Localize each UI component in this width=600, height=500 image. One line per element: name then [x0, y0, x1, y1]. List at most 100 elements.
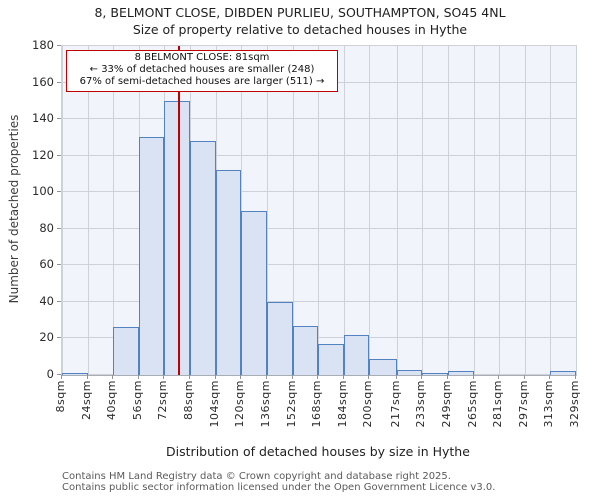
x-tick-label: 233sqm	[414, 380, 428, 428]
chart-title-address: 8, BELMONT CLOSE, DIBDEN PURLIEU, SOUTHA…	[94, 5, 506, 20]
gridline-vertical	[447, 46, 449, 375]
footer-hm-land-registry: Contains HM Land Registry data © Crown c…	[62, 471, 451, 482]
x-tick-label: 8sqm	[54, 380, 67, 413]
gridline-horizontal	[62, 191, 576, 193]
histogram-bar	[550, 371, 576, 375]
gridline-vertical	[369, 46, 371, 375]
y-tick-mark	[57, 154, 61, 156]
x-tick-mark	[137, 375, 139, 379]
histogram-bar	[369, 358, 397, 375]
y-tick-label: 20	[39, 330, 54, 345]
y-tick-label: 140	[32, 111, 54, 126]
annotation-smaller-stat: ← 33% of detached houses are smaller (24…	[89, 64, 315, 76]
y-tick-label: 100	[32, 184, 54, 199]
x-tick-mark	[523, 375, 525, 379]
gridline-horizontal	[62, 154, 576, 156]
x-tick-mark	[368, 375, 370, 379]
gridline-vertical	[87, 46, 89, 375]
histogram-bar	[343, 334, 370, 375]
y-tick-mark	[57, 300, 61, 302]
x-tick-mark	[575, 375, 576, 379]
gridline-vertical	[576, 46, 577, 375]
y-tick-mark	[57, 337, 61, 339]
x-tick-label: 72sqm	[156, 380, 170, 420]
x-tick-label: 249sqm	[439, 380, 453, 428]
gridline-horizontal	[62, 300, 576, 302]
histogram-bar	[113, 327, 139, 375]
x-tick-label: 184sqm	[335, 380, 349, 428]
y-axis-title: Number of detached properties	[7, 114, 21, 304]
gridline-vertical	[473, 46, 475, 375]
gridline-vertical	[343, 46, 345, 375]
x-tick-label: 88sqm	[182, 380, 196, 420]
histogram-bar	[164, 100, 191, 375]
gridline-horizontal	[62, 264, 576, 266]
x-tick-mark	[342, 375, 344, 379]
x-tick-label: 152sqm	[284, 380, 298, 428]
gridline-vertical	[292, 46, 294, 375]
x-tick-label: 24sqm	[79, 380, 93, 420]
x-tick-mark	[421, 375, 423, 379]
x-tick-mark	[498, 375, 500, 379]
y-tick-mark	[57, 227, 61, 229]
gridline-vertical	[422, 46, 424, 375]
x-tick-label: 313sqm	[542, 380, 556, 428]
x-tick-mark	[317, 375, 319, 379]
gridline-horizontal	[62, 45, 576, 46]
x-tick-label: 297sqm	[516, 380, 530, 428]
y-tick-mark	[57, 81, 61, 83]
gridline-vertical	[550, 46, 552, 375]
gridline-vertical	[113, 46, 115, 375]
gridline-vertical	[62, 46, 63, 375]
x-tick-mark	[163, 375, 165, 379]
gridline-horizontal	[62, 118, 576, 120]
chart-subtitle: Size of property relative to detached ho…	[132, 22, 468, 37]
y-tick-label: 120	[32, 147, 54, 162]
y-tick-label: 180	[32, 38, 54, 52]
property-annotation-box: 8 BELMONT CLOSE: 81sqm ← 33% of detached…	[66, 50, 338, 92]
x-tick-mark	[265, 375, 267, 379]
x-tick-mark	[86, 375, 88, 379]
y-tick-mark	[57, 264, 61, 266]
x-tick-mark	[472, 375, 474, 379]
y-tick-mark	[57, 45, 61, 46]
histogram-bar	[190, 141, 216, 375]
x-tick-label: 136sqm	[258, 380, 272, 428]
gridline-horizontal	[62, 227, 576, 229]
x-tick-label: 168sqm	[310, 380, 324, 428]
histogram-bar	[215, 170, 242, 375]
gridline-vertical	[499, 46, 501, 375]
histogram-bar	[422, 373, 448, 375]
x-tick-mark	[395, 375, 397, 379]
histogram-bar	[266, 301, 293, 375]
histogram-bar	[241, 210, 267, 375]
x-tick-label: 329sqm	[568, 380, 581, 428]
histogram-bar	[396, 369, 423, 375]
x-tick-mark	[549, 375, 551, 379]
y-tick-label: 160	[32, 74, 54, 89]
x-tick-mark	[240, 375, 242, 379]
footer-open-government-licence: Contains public sector information licen…	[62, 482, 496, 493]
x-tick-mark	[446, 375, 448, 379]
x-tick-mark	[214, 375, 216, 379]
x-tick-label: 265sqm	[465, 380, 479, 428]
x-tick-label: 56sqm	[130, 380, 144, 420]
plot-area	[61, 45, 577, 376]
x-tick-mark	[112, 375, 114, 379]
histogram-bar	[62, 373, 88, 375]
y-tick-mark	[57, 191, 61, 193]
gridline-vertical	[396, 46, 398, 375]
x-tick-label: 217sqm	[388, 380, 402, 428]
y-tick-label: 80	[39, 220, 54, 235]
x-tick-label: 40sqm	[105, 380, 119, 420]
property-size-marker-line	[178, 46, 180, 375]
x-tick-mark	[189, 375, 191, 379]
y-tick-mark	[57, 118, 61, 120]
histogram-bar	[292, 325, 319, 375]
x-tick-mark	[291, 375, 293, 379]
histogram-bar	[447, 371, 474, 375]
y-tick-label: 0	[46, 367, 54, 381]
histogram-bar	[318, 343, 344, 375]
gridline-horizontal	[62, 337, 576, 339]
